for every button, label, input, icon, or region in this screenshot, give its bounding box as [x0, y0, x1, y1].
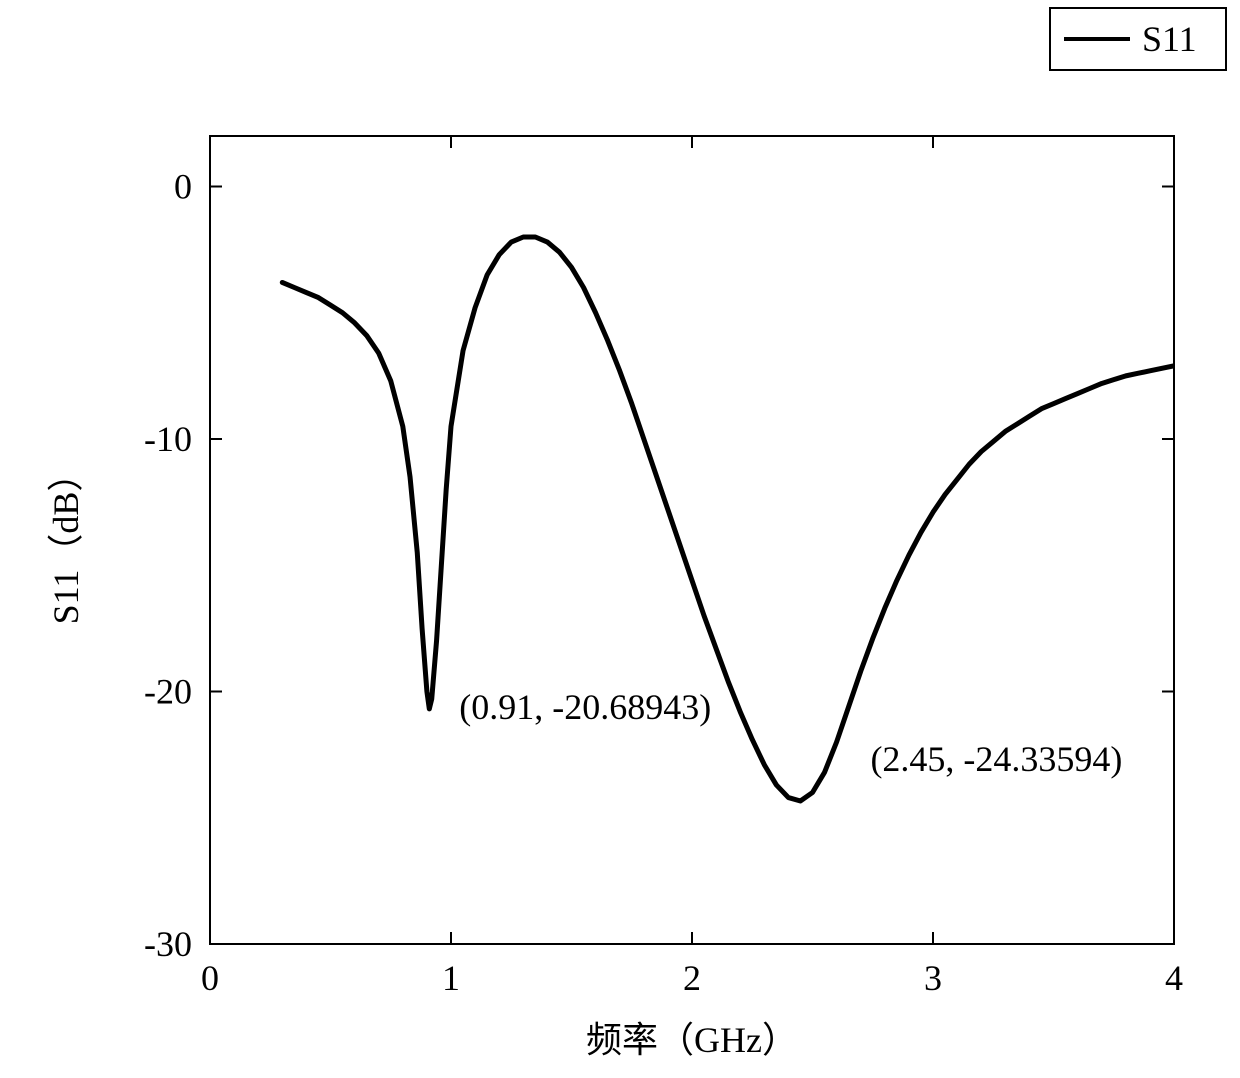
data-point-annotation: (2.45, -24.33594)	[870, 739, 1122, 779]
data-point-annotation: (0.91, -20.68943)	[459, 687, 711, 727]
x-tick-label: 1	[442, 958, 460, 998]
s11-line-chart: 0 1 2 3 4 -30 -20 -10 0 频率（GHz） S11（dB） (0.91, -20.…	[0, 0, 1240, 1078]
x-axis-label: 频率（GHz）	[586, 1020, 798, 1060]
x-tick-label: 0	[201, 958, 219, 998]
y-tick-label: -30	[144, 924, 192, 964]
x-tick-label: 3	[924, 958, 942, 998]
legend-item-label: S11	[1142, 19, 1197, 59]
y-tick-label: 0	[174, 167, 192, 207]
y-tick-label: -20	[144, 672, 192, 712]
x-tick-label: 4	[1165, 958, 1183, 998]
y-tick-label: -10	[144, 419, 192, 459]
chart-container: 0 1 2 3 4 -30 -20 -10 0 频率（GHz） S11（dB） (0.91, -20.…	[0, 0, 1240, 1078]
x-tick-label: 2	[683, 958, 701, 998]
y-axis-label: S11（dB）	[46, 456, 86, 625]
